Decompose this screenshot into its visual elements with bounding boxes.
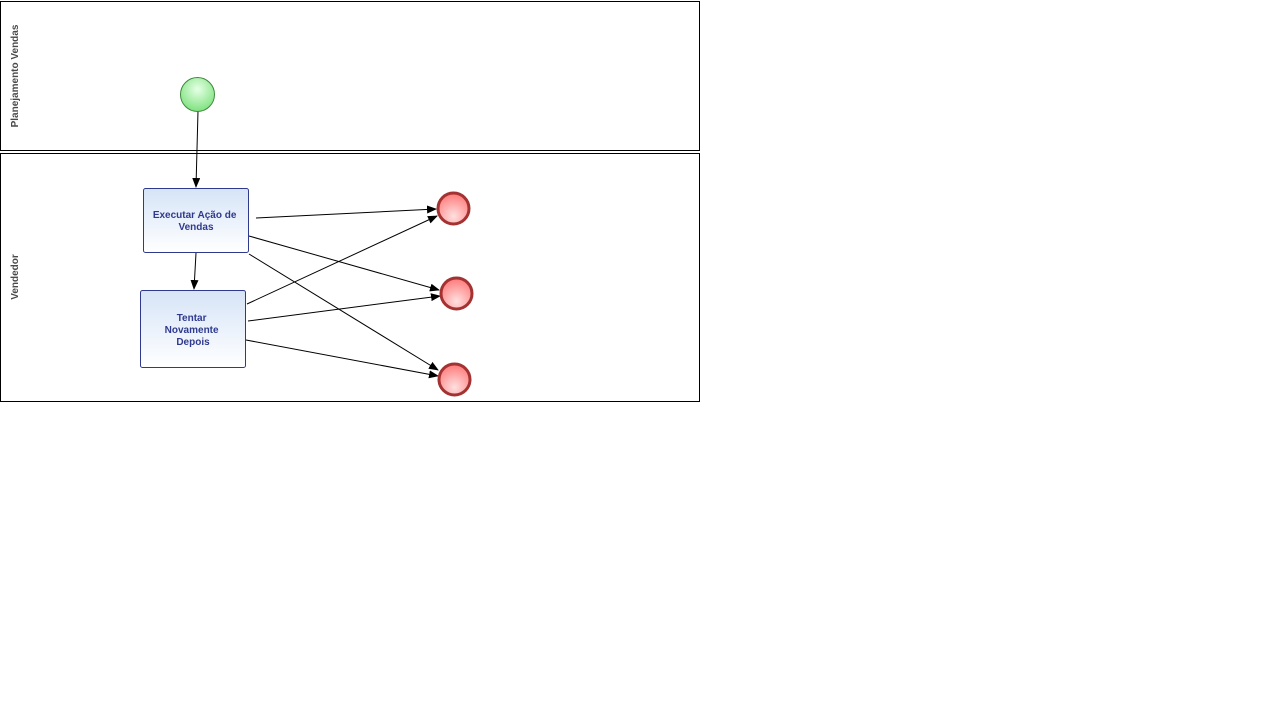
lane-vendedor-box — [0, 153, 700, 402]
task-tentar-novamente-depois[interactable]: Tentar Novamente Depois — [140, 290, 246, 368]
lane-label-planejamento: Planejamento Vendas — [10, 24, 21, 127]
task-executar-acao-de-vendas[interactable]: Executar Ação de Vendas — [143, 188, 249, 253]
flow-executar-to-end-3[interactable] — [248, 253, 439, 371]
flow-executar-to-end-1[interactable] — [255, 205, 437, 219]
task-executar-box[interactable] — [143, 188, 249, 253]
flow-tentar-to-end-2[interactable] — [247, 293, 441, 322]
end-event-3-circle[interactable] — [437, 362, 472, 397]
end-event-2-circle[interactable] — [439, 276, 474, 311]
lane-vendedor: Vendedor — [0, 153, 700, 402]
task-tentar-box[interactable] — [140, 290, 246, 368]
flow-executar-to-tentar[interactable] — [190, 252, 199, 290]
start-event-circle[interactable] — [180, 77, 215, 112]
flow-tentar-to-end-1[interactable] — [246, 215, 438, 305]
task-tentar-label: Tentar Novamente Depois — [165, 313, 222, 348]
task-executar-label-line-2: Vendas — [178, 222, 213, 233]
end-event-1-circle[interactable] — [436, 191, 471, 226]
flow-executar-to-end-2[interactable] — [248, 235, 440, 292]
task-executar-label-line-1: Executar Ação de — [153, 210, 237, 221]
lane-planejamento-box — [0, 1, 700, 151]
lane-label-vendedor: Vendedor — [10, 254, 21, 300]
flow-start-to-executar[interactable] — [192, 110, 201, 188]
task-executar-label: Executar Ação de Vendas — [153, 210, 239, 233]
task-tentar-label-line-3: Depois — [176, 337, 210, 348]
task-tentar-label-line-1: Tentar — [177, 313, 207, 324]
task-tentar-label-line-2: Novamente — [165, 325, 219, 336]
sequence-flows — [190, 110, 441, 379]
lane-planejamento-vendas: Planejamento Vendas — [0, 1, 700, 151]
flow-tentar-to-end-3[interactable] — [245, 339, 439, 379]
